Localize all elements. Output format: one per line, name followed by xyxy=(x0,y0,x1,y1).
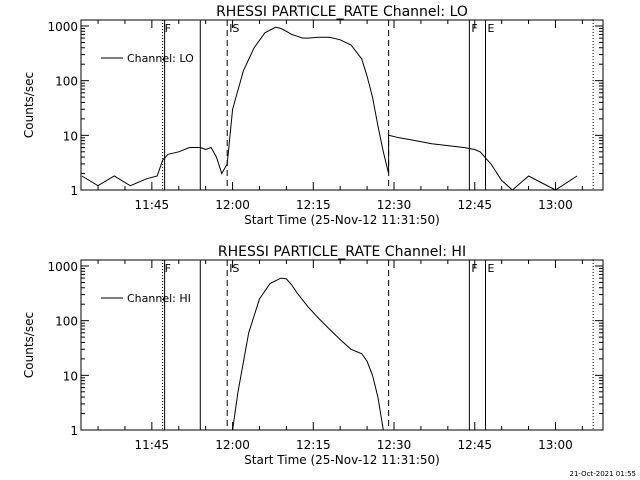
x-tick-label: 13:00 xyxy=(538,198,573,212)
y-tick-label: 1000 xyxy=(47,260,78,274)
marker-label: F xyxy=(471,262,477,275)
y-tick-label: 1 xyxy=(70,424,78,438)
x-tick-label: 13:00 xyxy=(538,438,573,452)
y-axis-label: Counts/sec xyxy=(22,72,36,138)
series-line xyxy=(232,277,384,431)
x-tick-label: 12:45 xyxy=(457,198,492,212)
y-tick-label: 100 xyxy=(55,75,78,89)
marker-label: E xyxy=(488,262,495,275)
y-tick-label: 1 xyxy=(70,184,78,198)
chart-title: RHESSI PARTICLE_RATE Channel: LO xyxy=(216,4,468,20)
x-tick-label: 12:00 xyxy=(215,438,250,452)
marker-label: E xyxy=(488,22,495,35)
plot-frame xyxy=(80,259,604,431)
x-tick-label: 11:45 xyxy=(135,198,170,212)
marker-label: F xyxy=(165,22,171,35)
y-tick-label: 100 xyxy=(55,315,78,329)
legend-label: Channel: LO xyxy=(127,52,194,65)
x-tick-label: 12:00 xyxy=(215,198,250,212)
x-tick-label: 12:15 xyxy=(296,198,331,212)
chart-panel-2: RHESSI PARTICLE_RATE Channel: HI Counts/s… xyxy=(22,244,604,467)
marker-label: IS xyxy=(229,22,239,35)
marker-label: F xyxy=(165,262,171,275)
y-tick-label: 10 xyxy=(63,129,78,143)
x-axis-label: Start Time (25-Nov-12 11:31:50) xyxy=(244,453,440,467)
x-axis-label: Start Time (25-Nov-12 11:31:50) xyxy=(244,213,440,227)
y-axis-label: Counts/sec xyxy=(22,312,36,378)
x-tick-label: 12:30 xyxy=(377,438,412,452)
x-tick-label: 12:45 xyxy=(457,438,492,452)
plot-frame xyxy=(80,19,604,191)
marker-label: IS xyxy=(229,262,239,275)
legend-label: Channel: HI xyxy=(127,292,191,305)
plot-datestamp: 21-Oct-2021 01:55 xyxy=(569,470,636,478)
marker-label: F xyxy=(471,22,477,35)
chart-panel-1: RHESSI PARTICLE_RATE Channel: LO Counts/s… xyxy=(22,4,604,227)
x-tick-label: 12:30 xyxy=(377,198,412,212)
y-tick-label: 1000 xyxy=(47,20,78,34)
series-line xyxy=(81,26,578,191)
chart-title: RHESSI PARTICLE_RATE Channel: HI xyxy=(218,244,466,260)
y-tick-label: 10 xyxy=(63,369,78,383)
x-tick-label: 12:15 xyxy=(296,438,331,452)
x-tick-label: 11:45 xyxy=(135,438,170,452)
